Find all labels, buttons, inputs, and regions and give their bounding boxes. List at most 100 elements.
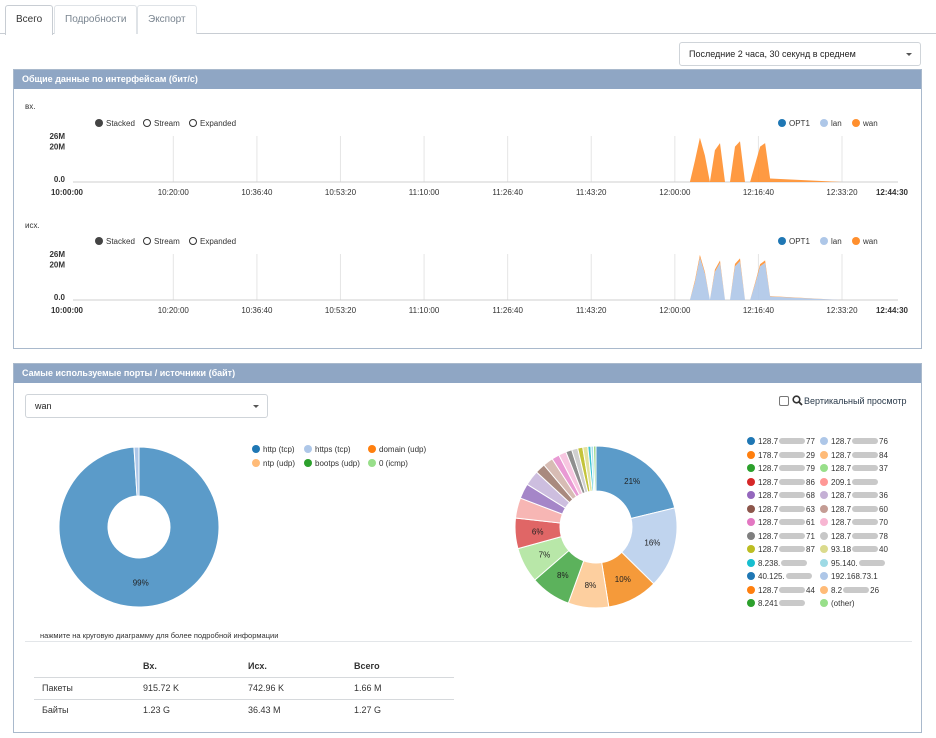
legend-item[interactable]: 128.7 70 xyxy=(820,518,888,528)
slice-label: 16% xyxy=(644,539,660,548)
area-series-lan[interactable] xyxy=(73,257,898,301)
legend-item[interactable]: http (tcp) xyxy=(252,445,295,455)
legend-item[interactable]: 128.7 84 xyxy=(820,450,888,461)
legend-wan-out[interactable]: wan xyxy=(852,237,878,247)
legend-item[interactable]: 128.7 77 xyxy=(747,437,815,447)
legend-item[interactable]: 128.7 44 xyxy=(747,585,815,596)
legend-item[interactable]: 8.241 xyxy=(747,599,806,609)
x-tick-label: 10:20:00 xyxy=(158,306,190,315)
chevron-down-icon xyxy=(253,405,259,408)
radio-checked-icon xyxy=(95,237,103,245)
mode-stacked-out[interactable]: Stacked xyxy=(95,237,135,247)
legend-item[interactable]: 128.7 86 xyxy=(747,477,815,488)
legend-item[interactable]: 40.125. xyxy=(747,572,813,582)
legend-label-suffix: 76 xyxy=(879,437,888,446)
legend-label: 178.7 xyxy=(758,450,779,460)
redacted-mark xyxy=(852,492,879,498)
legend-dot-icon xyxy=(820,558,828,567)
legend-item[interactable]: 8.2 26 xyxy=(820,585,879,596)
legend-item[interactable]: 128.7 60 xyxy=(820,504,888,515)
legend-dot-icon xyxy=(747,545,755,553)
tab-total[interactable]: Всего xyxy=(5,5,54,35)
legend-item[interactable]: 95.140. xyxy=(820,558,886,569)
legend-item[interactable]: bootps (udp) xyxy=(304,459,360,469)
legend-opt1-out[interactable]: OPT1 xyxy=(778,237,810,247)
legend-wan-in[interactable]: wan xyxy=(852,119,878,129)
radio-icon xyxy=(189,119,197,127)
legend-item[interactable]: https (tcp) xyxy=(304,445,351,455)
tab-export[interactable]: Экспорт xyxy=(137,5,197,34)
mode-expanded-in[interactable]: Expanded xyxy=(189,119,236,129)
redacted-mark xyxy=(779,465,806,471)
legend-item[interactable]: (other) xyxy=(820,599,855,609)
legend-item[interactable]: 93.18 40 xyxy=(820,545,888,555)
vertical-view-checkbox[interactable] xyxy=(779,396,789,406)
legend-lan-out[interactable]: lan xyxy=(820,237,842,247)
legend-item[interactable]: 128.7 79 xyxy=(747,464,815,474)
ports-pie-chart[interactable]: 99% xyxy=(58,446,220,608)
period-select[interactable]: Последние 2 часа, 30 секунд в среднем xyxy=(679,42,921,66)
legend-item[interactable]: 192.168.73.1 xyxy=(820,572,878,582)
mode-stacked-in[interactable]: Stacked xyxy=(95,119,135,129)
area-series-opt1[interactable] xyxy=(73,254,898,300)
stats-cell: 36.43 M xyxy=(240,698,346,721)
redacted-mark xyxy=(779,478,806,485)
legend-label: 128.7 xyxy=(831,518,852,527)
sources-pie-chart[interactable]: 21% 16% 10% 8% 8% 7% 6% xyxy=(514,445,678,609)
legend-item[interactable]: 128.7 37 xyxy=(820,464,888,474)
area-series-wan[interactable] xyxy=(73,254,898,300)
legend-dot-icon xyxy=(820,599,828,607)
x-tick-label: 12:00:00 xyxy=(659,306,691,315)
pie-slice[interactable] xyxy=(592,445,597,492)
legend-item[interactable]: 128.7 68 xyxy=(747,491,815,501)
legend-label: https (tcp) xyxy=(315,445,351,454)
in-traffic-chart[interactable]: 26M 20M 0.0 10:00:00 10:20:00 10:36:40 10:53:2… xyxy=(0,128,936,203)
legend-item[interactable]: 178.7 29 xyxy=(747,450,815,461)
out-traffic-chart[interactable]: 26M 20M 0.0 10:00:00 10:20:00 10:36:40 10:53:2… xyxy=(0,246,936,321)
legend-dot-icon xyxy=(820,477,828,486)
slice-label: 99% xyxy=(133,578,149,587)
period-select-value: Последние 2 часа, 30 секунд в среднем xyxy=(689,49,856,59)
legend-item[interactable]: 128.7 78 xyxy=(820,531,888,542)
legend-item[interactable]: 128.7 61 xyxy=(747,518,815,528)
divider xyxy=(25,641,912,642)
y-tick-label: 20M xyxy=(49,261,65,270)
interface-select[interactable]: wan xyxy=(25,394,268,418)
x-tick-label: 10:20:00 xyxy=(158,188,190,197)
redacted-mark xyxy=(779,492,806,498)
legend-item[interactable]: 0 (icmp) xyxy=(368,459,408,469)
pie-slice[interactable] xyxy=(133,446,140,497)
legend-item[interactable]: 8.238. xyxy=(747,558,808,569)
legend-dot-icon xyxy=(747,437,755,445)
mode-stream-in[interactable]: Stream xyxy=(143,119,180,129)
redacted-mark xyxy=(779,505,806,512)
area-series-wan[interactable] xyxy=(73,137,898,182)
area-series-opt1[interactable] xyxy=(73,137,898,182)
legend-item[interactable]: ntp (udp) xyxy=(252,459,295,469)
pie-slice[interactable] xyxy=(58,446,220,608)
x-tick-label: 12:44:30 xyxy=(876,306,909,315)
out-chart-label: исх. xyxy=(25,221,40,230)
legend-dot-icon xyxy=(747,464,755,472)
legend-label: (other) xyxy=(831,599,855,608)
legend-dot-icon xyxy=(747,599,755,607)
tab-details[interactable]: Подробности xyxy=(54,5,138,34)
legend-label: http (tcp) xyxy=(263,445,295,454)
legend-item[interactable]: 128.7 63 xyxy=(747,504,815,515)
legend-item[interactable]: 128.7 76 xyxy=(820,437,888,447)
area-series-lan[interactable] xyxy=(73,137,898,182)
legend-item[interactable]: 128.7 36 xyxy=(820,491,888,501)
legend-lan-in[interactable]: lan xyxy=(820,119,842,129)
legend-label: 128.7 xyxy=(758,518,779,527)
legend-item[interactable]: 128.7 71 xyxy=(747,531,815,542)
mode-expanded-out[interactable]: Expanded xyxy=(189,237,236,247)
vertical-view-label[interactable]: Вертикальный просмотр xyxy=(804,396,907,406)
redacted-mark xyxy=(852,505,879,512)
legend-item[interactable]: 209.1 xyxy=(820,477,879,488)
legend-opt1-in[interactable]: OPT1 xyxy=(778,119,810,129)
legend-dot-icon xyxy=(820,491,828,499)
pie-slice[interactable] xyxy=(595,445,676,520)
mode-stream-out[interactable]: Stream xyxy=(143,237,180,247)
legend-item[interactable]: domain (udp) xyxy=(368,445,426,455)
legend-item[interactable]: 128.7 87 xyxy=(747,545,815,555)
